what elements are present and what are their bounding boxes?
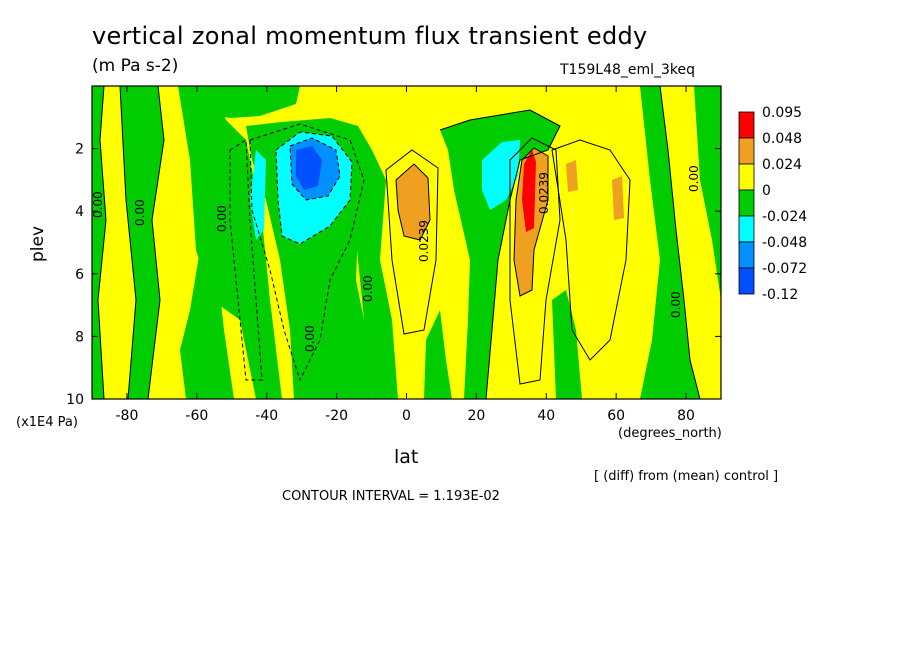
contour-lines [92,86,701,399]
y-axis: 2 4 6 8 10 [66,142,721,408]
green-midlat-north [440,110,560,399]
contour-interval: CONTOUR INTERVAL = 1.193E-02 [282,489,500,504]
green-north-2 [640,86,700,399]
orange-north-2 [566,160,578,192]
chart-units: (m Pa s-2) [92,56,179,76]
y-tick-label: 8 [75,329,84,345]
x-tick-label: 60 [607,408,625,424]
x-tick-label: -20 [325,408,348,424]
green-top-south [188,86,300,118]
run-label: T159L48_eml_3keq [560,62,696,78]
contour-label-eq: 0.0239 [417,220,431,262]
legend-label: -0.12 [762,287,798,303]
red-core [522,150,536,232]
x-tick-label: 0 [402,408,411,424]
green-band-south-3 [180,240,234,399]
legend-label: -0.072 [762,261,807,277]
legend-label: -0.024 [762,209,807,225]
orange-north-3 [612,176,624,220]
x-tick-label: 40 [537,408,555,424]
legend-label: 0 [762,183,771,199]
contour-label-nh-jet: 0.0239 [537,172,551,214]
colorbar-legend: 0.095 0.048 0.024 0 -0.024 -0.048 -0.072 -0.12 [738,105,807,303]
legend-swatch [738,189,755,217]
legend-swatch [738,241,755,269]
legend-swatch [738,111,755,139]
contour-label-zero-5: 0.00 [361,275,375,302]
x-tick-label: -80 [116,408,139,424]
y-tick-label: 10 [66,392,84,408]
contour-label-zero-6: 0.00 [687,165,701,192]
cyan-north [482,140,520,210]
green-north-1 [552,290,582,399]
deep-blue-core [296,146,322,190]
legend-label: 0.095 [762,105,802,121]
legend-swatch [738,137,755,165]
x-tick-label: -40 [255,408,278,424]
x-tick-label: 80 [677,408,695,424]
contour-label-zero-1: 0.00 [91,191,105,218]
x-axis: -80 -60 -40 -20 0 20 40 60 80 [116,86,695,424]
y-axis-scale-label: (x1E4 Pa) [16,415,78,430]
green-band-south-1 [120,86,164,399]
legend-swatch [738,163,755,191]
x-axis-units: (degrees_north) [618,426,722,441]
legend-swatch [738,267,755,295]
contour-label-zero-7: 0.00 [669,291,683,318]
contour-field: 0.0239 0.0239 0.00 0.00 0.00 0.00 0.00 0… [91,86,721,399]
legend-label: 0.048 [762,131,802,147]
green-equator-south [346,150,398,399]
legend-swatch [738,215,755,243]
x-axis-label: lat [394,446,419,468]
chart-title: vertical zonal momentum flux transient e… [92,22,648,50]
y-tick-label: 2 [75,142,84,158]
contour-label-zero-3: 0.00 [215,205,229,232]
legend-label: -0.048 [762,235,807,251]
contour-label-zero-4: 0.00 [303,325,317,352]
green-band-south-2 [178,86,282,399]
green-band-sp-edge [92,86,106,399]
y-tick-label: 6 [75,267,84,283]
y-tick-label: 4 [75,204,84,220]
green-north-3 [694,86,721,300]
green-equator-north [424,310,452,399]
diff-note: [ (diff) from (mean) control ] [594,469,779,484]
orange-equator [396,164,430,240]
x-tick-label: -60 [185,408,208,424]
x-tick-label: 20 [467,408,485,424]
legend-label: 0.024 [762,157,802,173]
contour-label-zero-2: 0.00 [133,199,147,226]
